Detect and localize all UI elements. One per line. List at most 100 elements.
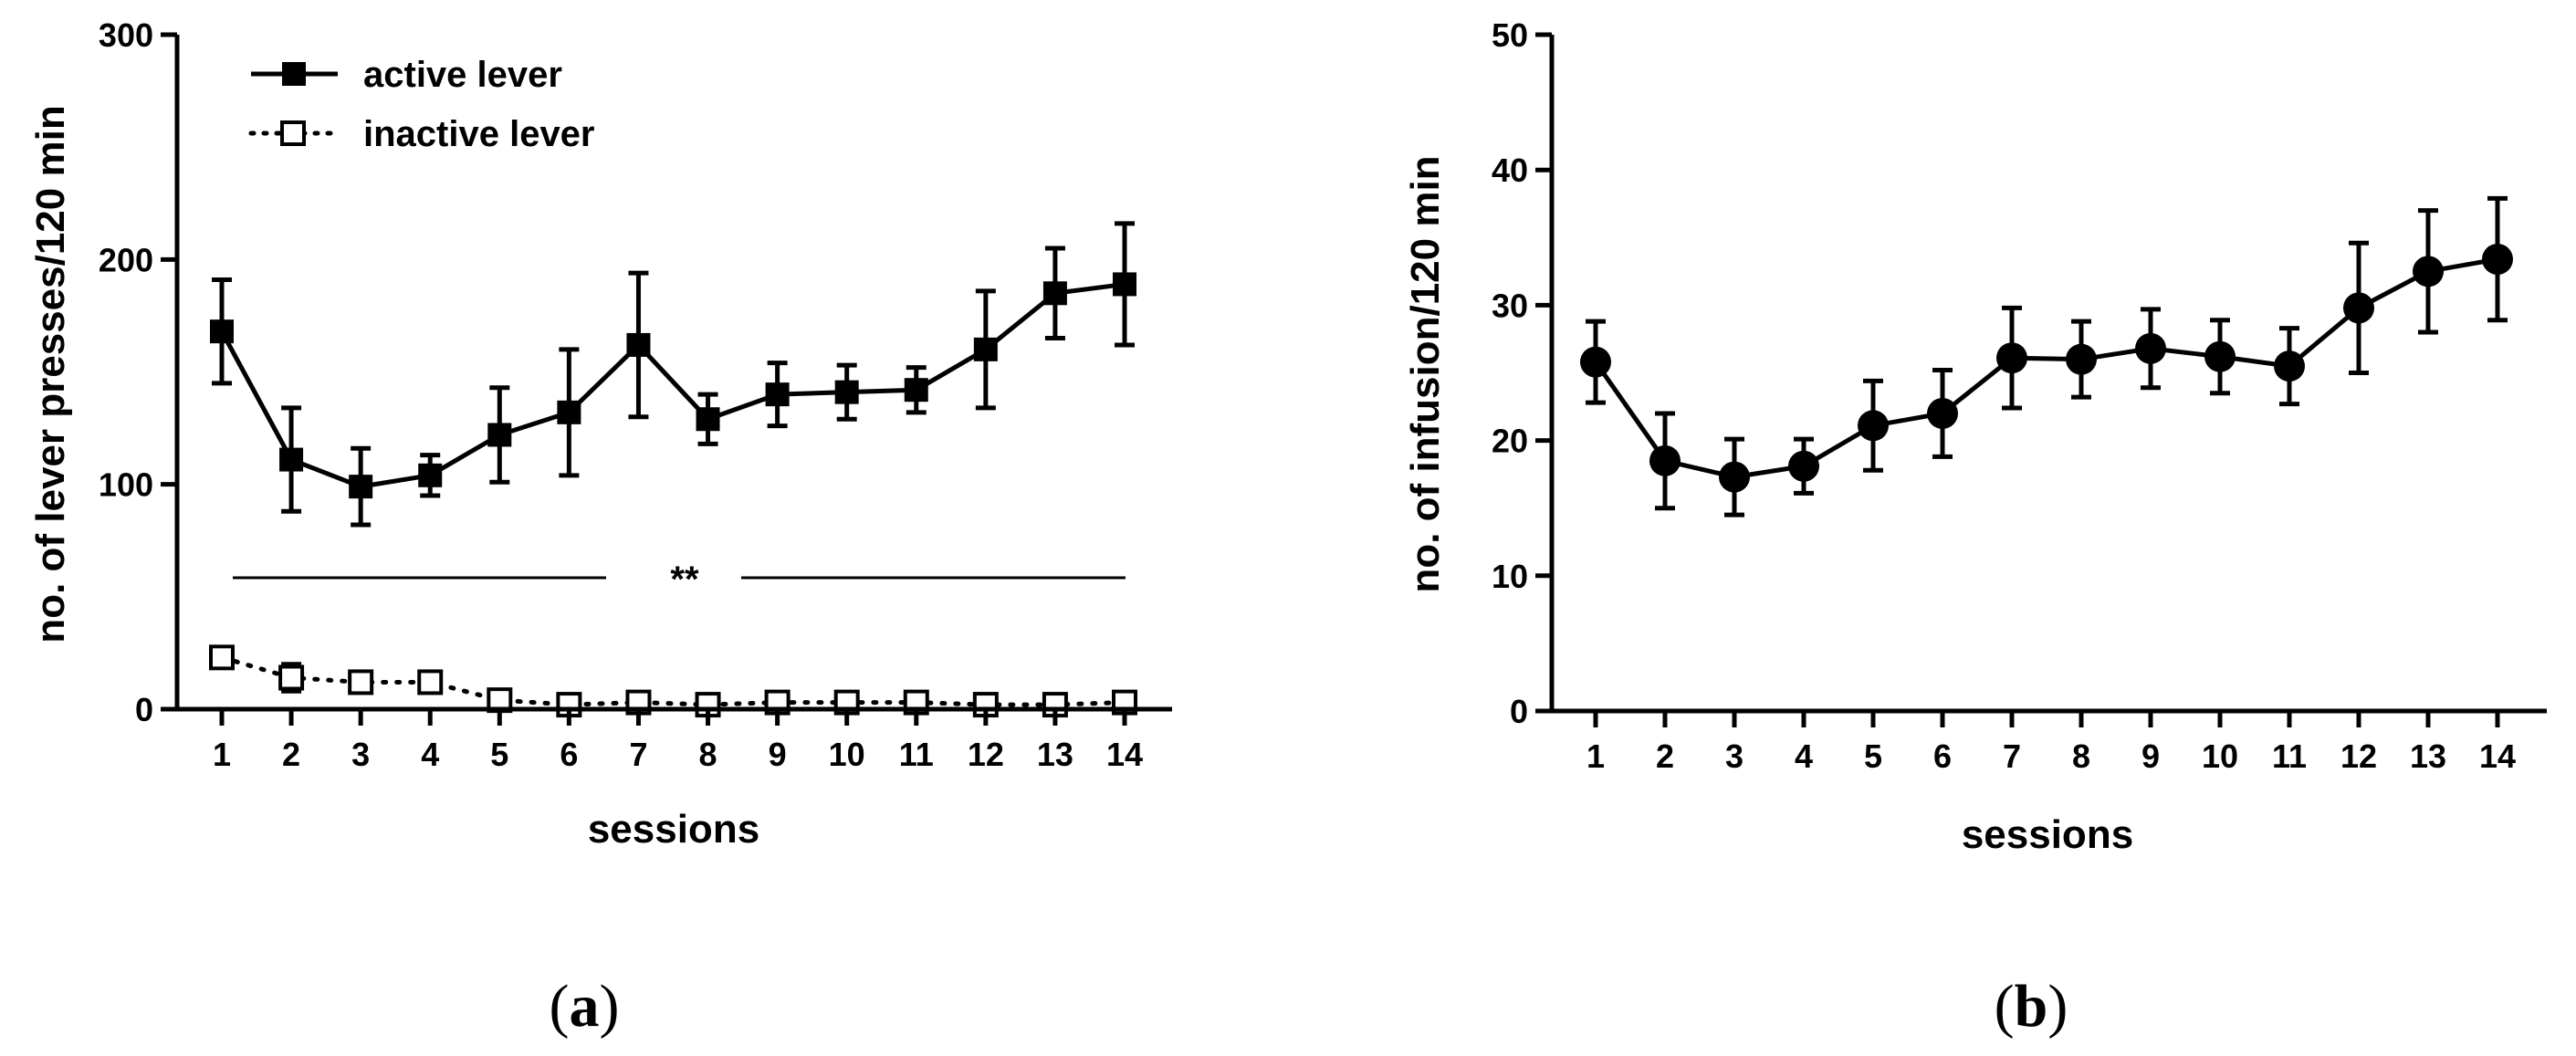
data-point: [2204, 340, 2236, 372]
series-line: [219, 281, 1126, 489]
x-tick-label: 3: [351, 736, 370, 773]
data-point: [210, 319, 234, 344]
legend-inactive-marker: [280, 120, 306, 146]
y-tick-label: 20: [1492, 423, 1528, 460]
active-lever-series: [210, 221, 1136, 528]
data-point: [2274, 350, 2305, 382]
x-tick-label: 13: [1037, 736, 1073, 773]
data-point: [1042, 281, 1067, 306]
panel-label-b: (b): [1995, 973, 2068, 1040]
y-tick-label: 40: [1492, 152, 1528, 189]
y-tick-label: 300: [99, 16, 153, 54]
data-point: [973, 337, 998, 361]
legend-active-label: active lever: [363, 55, 562, 95]
data-point: [2343, 292, 2374, 324]
series-line: [1593, 256, 2498, 480]
data-point: [1649, 444, 1681, 476]
x-axis-ticks: 1 2 3 4 5 6 7 8 9 10 11 12 13 14: [213, 709, 1143, 773]
data-point: [1580, 346, 1611, 378]
x-tick-label: 4: [1795, 737, 1813, 775]
data-point: [2482, 244, 2513, 276]
data-point: [834, 380, 859, 404]
data-point: [278, 664, 305, 691]
x-tick-label: 10: [2202, 737, 2238, 775]
x-tick-label: 5: [490, 736, 508, 773]
data-point: [487, 423, 512, 447]
y-axis-ticks: 0 10 20 30 40 50: [1492, 16, 1552, 730]
x-tick-label: 8: [699, 736, 717, 773]
x-tick-label: 13: [2410, 737, 2446, 775]
panel-label-close: ): [2047, 973, 2068, 1040]
legend-inactive-label: inactive lever: [363, 114, 595, 154]
data-point: [2413, 256, 2444, 288]
x-tick-label: 12: [968, 736, 1004, 773]
y-tick-label: 30: [1492, 287, 1528, 324]
data-point: [557, 400, 581, 424]
y-tick-label: 0: [1510, 693, 1528, 730]
data-point: [696, 407, 720, 432]
data-point: [904, 378, 928, 403]
x-tick-label: 12: [2340, 737, 2377, 775]
data-point: [1788, 450, 1819, 482]
data-point: [279, 447, 304, 472]
data-point: [348, 669, 374, 695]
y-axis-label: no. of infusion/120 min: [1403, 155, 1448, 592]
x-tick-label: 9: [2141, 737, 2160, 775]
infusion-series: [1580, 195, 2513, 518]
data-point: [2066, 343, 2097, 375]
data-point: [1927, 397, 1958, 429]
data-point: [695, 692, 721, 718]
data-point: [626, 332, 651, 357]
data-point: [349, 475, 373, 499]
y-tick-label: 50: [1492, 16, 1528, 54]
x-tick-label: 1: [213, 736, 231, 773]
legend-active-marker: [282, 62, 306, 86]
panel-label-letter: a: [570, 973, 600, 1040]
data-point: [418, 463, 443, 487]
y-tick-label: 0: [135, 691, 153, 728]
x-tick-label: 7: [2003, 737, 2021, 775]
y-tick-label: 100: [99, 466, 153, 504]
y-axis-label: no. of lever presses/120 min: [28, 105, 73, 643]
panel-label-close: ): [600, 973, 620, 1040]
x-tick-label: 9: [769, 736, 787, 773]
inactive-lever-series: [209, 644, 1137, 718]
x-tick-label: 7: [629, 736, 647, 773]
data-point: [1858, 410, 1889, 442]
significance-annotation: **: [233, 559, 1126, 600]
significance-marker: **: [670, 559, 699, 600]
x-tick-label: 5: [1864, 737, 1882, 775]
panel-label-open: (: [1995, 973, 2015, 1040]
data-point: [765, 382, 790, 407]
x-tick-label: 6: [1933, 737, 1952, 775]
panel-label-letter: b: [2015, 973, 2048, 1040]
data-point: [417, 669, 444, 695]
x-tick-label: 4: [421, 736, 439, 773]
data-point: [1996, 342, 2027, 374]
x-tick-label: 3: [1725, 737, 1744, 775]
x-tick-label: 10: [829, 736, 865, 773]
panel-label-open: (: [550, 973, 570, 1040]
legend: active lever inactive lever: [248, 55, 595, 154]
data-point: [209, 644, 235, 671]
data-point: [1719, 461, 1750, 493]
x-tick-label: 2: [282, 736, 300, 773]
x-tick-label: 14: [1106, 736, 1143, 773]
x-axis-ticks: 1 2 3 4 5 6 7 8 9 10 11 12 13 14: [1586, 711, 2516, 775]
data-point: [1113, 272, 1136, 297]
panel-label-a: (a): [550, 973, 620, 1040]
y-tick-label: 10: [1492, 558, 1528, 595]
data-point: [2135, 332, 2166, 364]
x-tick-label: 2: [1656, 737, 1674, 775]
x-tick-label: 6: [560, 736, 578, 773]
x-tick-label: 11: [899, 736, 934, 773]
x-tick-label: 14: [2479, 737, 2516, 775]
x-tick-label: 1: [1586, 737, 1605, 775]
y-tick-label: 200: [99, 241, 153, 278]
y-axis-ticks: 0 100 200 300: [99, 16, 177, 728]
x-tick-label: 11: [2272, 737, 2307, 775]
x-axis-label: sessions: [1962, 812, 2133, 857]
